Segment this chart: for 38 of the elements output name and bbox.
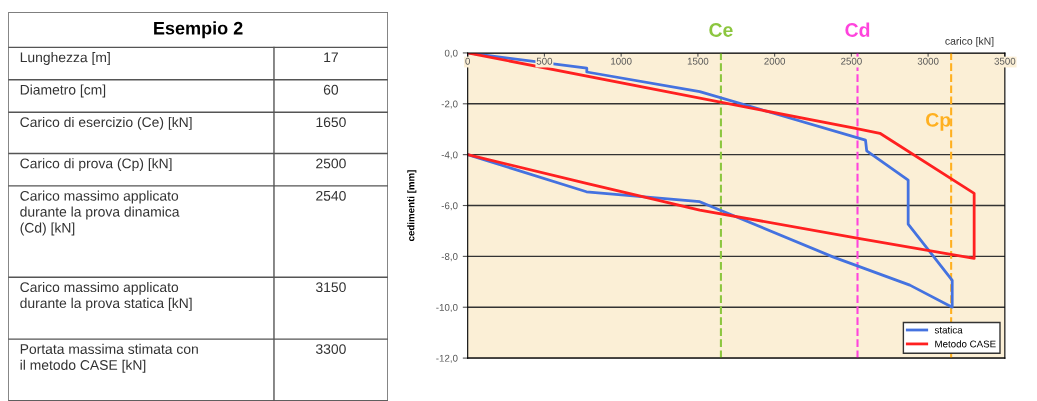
category-label: Diametro [cm] bbox=[20, 84, 106, 98]
category-label: Carico di prova (Cp) [kN] bbox=[20, 158, 172, 172]
x-tick-label: 1000 bbox=[611, 57, 632, 65]
x-tick-label: 3500 bbox=[994, 57, 1016, 65]
y-axis-title: cedimenti [mm] bbox=[407, 170, 417, 242]
ref-line-label: Cp bbox=[926, 113, 951, 131]
y-tick-label: -12,0 bbox=[436, 354, 458, 363]
x-tick-label: 1500 bbox=[687, 57, 709, 65]
x-tick-label: 2500 bbox=[841, 57, 862, 65]
ref-line-label: Ce bbox=[709, 23, 733, 37]
category-label: Carico massimo applicato durante la prova dinamica (Cd) [kN] bbox=[20, 190, 180, 236]
category-label: Portata massima stimata con il metodo CASE [kN] bbox=[20, 343, 198, 373]
x-tick-label: 2000 bbox=[764, 57, 786, 65]
x-tick-label: 500 bbox=[536, 57, 553, 65]
x-axis-title: carico [kN] bbox=[945, 37, 994, 47]
y-tick-label: -4,0 bbox=[441, 151, 458, 160]
y-tick-label: -10,0 bbox=[436, 303, 458, 312]
data-label: 2540 bbox=[316, 190, 346, 201]
data-label: 17 bbox=[324, 52, 338, 63]
y-tick-label: -2,0 bbox=[441, 100, 458, 109]
x-tick-label: 3000 bbox=[917, 57, 939, 65]
data-label: 60 bbox=[323, 84, 339, 95]
data-label: 2500 bbox=[316, 158, 346, 169]
legend-label: statica bbox=[934, 326, 963, 334]
y-tick-label: -6,0 bbox=[441, 202, 458, 211]
ref-line-label: Cd bbox=[845, 22, 870, 37]
y-tick-label: -8,0 bbox=[441, 253, 458, 262]
data-label: 1650 bbox=[316, 117, 346, 128]
category-label: Carico massimo applicato durante la prova statica [kN] bbox=[20, 281, 192, 311]
y-tick-label: 0,0 bbox=[444, 49, 458, 58]
data-label: 3150 bbox=[315, 282, 346, 293]
text: Esempio 2 bbox=[154, 21, 243, 39]
category-label: Lunghezza [m] bbox=[20, 52, 110, 66]
x-tick-label: 0 bbox=[465, 57, 471, 65]
category-label: Carico di esercizio (Ce) [kN] bbox=[20, 116, 192, 130]
line-series bbox=[467, 52, 976, 260]
legend-label: Metodo CASE bbox=[935, 340, 996, 348]
data-label: 3300 bbox=[315, 344, 346, 354]
